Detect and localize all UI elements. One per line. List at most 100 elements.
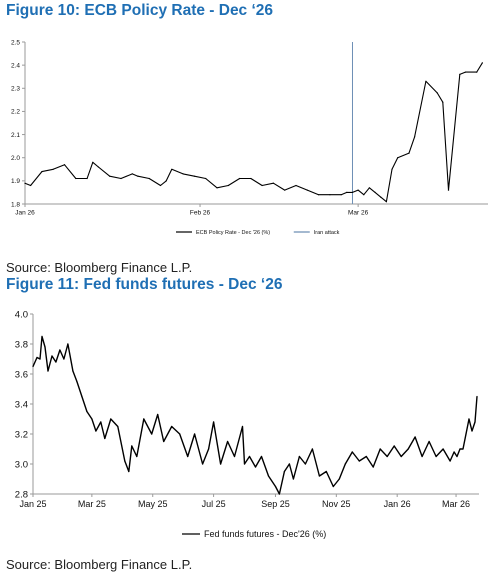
- data-point: [171, 168, 173, 170]
- data-point: [372, 466, 374, 468]
- data-point: [260, 455, 263, 458]
- data-point: [239, 177, 241, 180]
- data-point: [202, 463, 204, 465]
- ecb-policy-rate-chart: 1.8 1.9 2.0 2.1 2.2 2.3 2.4 2.5 Jan 26 Feb 26 Mar …: [11, 39, 488, 236]
- data-point: [391, 168, 393, 170]
- data-point: [368, 187, 370, 189]
- data-point: [110, 418, 112, 420]
- data-point: [220, 463, 222, 465]
- data-point: [165, 180, 167, 182]
- data-point: [52, 168, 54, 170]
- y-tick-label: 4.0: [15, 309, 28, 320]
- data-point: [379, 448, 381, 450]
- data-point: [449, 460, 451, 462]
- series-line: [24, 62, 483, 203]
- data-point: [318, 475, 320, 477]
- y-tick-label: 3.6: [15, 369, 28, 380]
- data-point: [447, 189, 450, 191]
- data-point: [414, 136, 416, 138]
- data-point: [462, 448, 464, 450]
- data-point: [374, 191, 376, 193]
- data-point: [481, 62, 483, 64]
- data-point: [428, 440, 430, 443]
- data-point: [76, 380, 78, 383]
- data-point: [193, 175, 195, 177]
- x-tick-label: Mar 26: [442, 499, 470, 509]
- data-point: [59, 349, 61, 351]
- data-point: [298, 455, 300, 458]
- data-point: [241, 425, 244, 428]
- y-tick-label: 2.4: [11, 62, 20, 69]
- data-point: [91, 418, 93, 420]
- data-point: [75, 177, 77, 180]
- figure11-source: Source: Bloomberg Finance L.P.: [6, 557, 193, 572]
- data-point: [32, 365, 34, 368]
- ecb-series: [24, 62, 483, 203]
- data-point: [272, 182, 274, 184]
- ecb-legend: ECB Policy Rate - Dec '26 (%) Iran attack: [176, 230, 340, 236]
- data-point: [227, 440, 229, 443]
- data-point: [30, 184, 32, 187]
- data-point: [194, 433, 196, 435]
- data-point: [385, 201, 387, 203]
- data-point: [332, 485, 334, 488]
- fed-legend: Fed funds futures - Dec'26 (%): [182, 529, 326, 539]
- data-point: [325, 470, 327, 473]
- data-point: [363, 194, 365, 196]
- series-line: [32, 335, 478, 495]
- data-point: [41, 335, 43, 338]
- data-point: [100, 421, 102, 423]
- fed-funds-futures-chart: 2.8 3.0 3.2 3.4 3.6 3.8 4.0 Jan 25 Mar 25 May 25 J…: [15, 309, 479, 539]
- x-tick-label: May 25: [138, 499, 168, 509]
- data-point: [63, 164, 66, 166]
- y-tick-label: 2.0: [11, 155, 20, 162]
- y-tick-label: 1.8: [11, 201, 20, 208]
- x-tick-label: Jan 26: [384, 499, 411, 509]
- data-point: [421, 455, 423, 458]
- data-point: [459, 448, 461, 450]
- data-point: [283, 470, 285, 473]
- data-point: [386, 455, 388, 458]
- data-point: [267, 475, 270, 477]
- data-point: [187, 455, 189, 458]
- y-tick-label: 2.1: [11, 132, 20, 139]
- data-point: [44, 346, 46, 348]
- data-point: [92, 161, 94, 163]
- x-tick-label: Jan 25: [19, 499, 46, 509]
- data-point: [261, 184, 263, 187]
- data-point: [344, 463, 346, 465]
- data-point: [408, 152, 410, 154]
- data-point: [436, 92, 438, 94]
- data-point: [306, 189, 308, 191]
- fed-axes: 2.8 3.0 3.2 3.4 3.6 3.8 4.0 Jan 25 Mar 25 May 25 J…: [15, 309, 479, 509]
- data-point: [81, 395, 83, 398]
- figure11-title: Figure 11: Fed funds futures - Dec ‘26: [6, 276, 283, 293]
- data-point: [414, 436, 416, 438]
- data-point: [86, 410, 88, 413]
- data-point: [274, 485, 277, 488]
- data-point: [380, 196, 382, 198]
- legend-label: Fed funds futures - Dec'26 (%): [204, 529, 326, 539]
- data-point: [346, 191, 348, 193]
- data-point: [456, 455, 458, 458]
- data-point: [157, 413, 159, 416]
- data-point: [233, 455, 236, 458]
- y-tick-label: 3.4: [15, 399, 28, 410]
- legend-label: ECB Policy Rate - Dec '26 (%): [196, 230, 270, 236]
- data-point: [397, 157, 399, 159]
- y-tick-label: 3.8: [15, 339, 28, 350]
- data-point: [476, 71, 478, 73]
- data-point: [63, 358, 65, 360]
- data-point: [47, 370, 49, 372]
- data-point: [459, 73, 461, 75]
- data-point: [67, 343, 69, 345]
- data-point: [351, 191, 354, 193]
- data-point: [292, 478, 294, 480]
- data-point: [357, 189, 359, 191]
- data-point: [208, 448, 210, 450]
- data-point: [365, 455, 367, 458]
- x-tick-label: Nov 25: [322, 499, 351, 509]
- data-point: [329, 194, 331, 196]
- data-point: [128, 470, 130, 473]
- data-point: [117, 425, 119, 428]
